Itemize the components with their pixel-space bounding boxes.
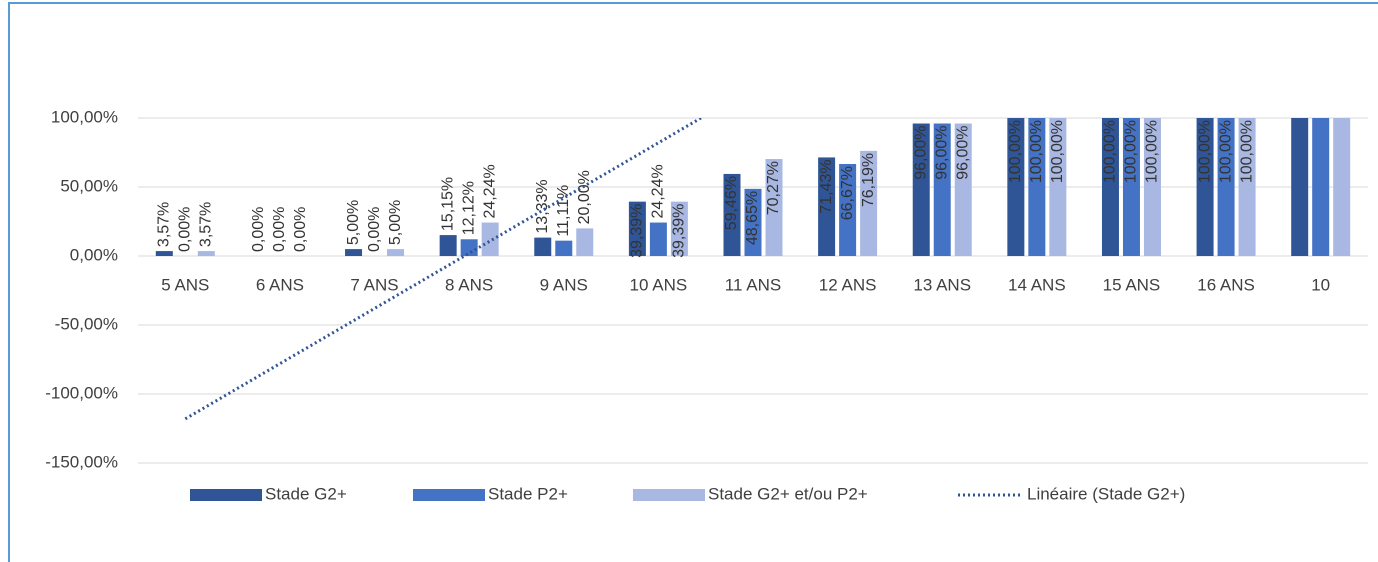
data-label: 0,00%: [292, 207, 309, 252]
bar: [155, 251, 173, 256]
data-label: 3,57%: [156, 202, 173, 247]
data-label: 70,27%: [765, 161, 782, 215]
x-tick-label: 5 ANS: [161, 275, 209, 294]
data-label: 100,00%: [1028, 120, 1045, 183]
data-label: 5,00%: [345, 200, 362, 245]
y-tick-label: 100,00%: [51, 107, 118, 126]
data-label: 13,33%: [534, 179, 551, 233]
bar: [481, 222, 499, 256]
y-tick-label: -150,00%: [45, 452, 118, 471]
legend-label: Stade G2+ et/ou P2+: [708, 484, 868, 503]
data-label: 15,15%: [439, 177, 456, 231]
bar: [534, 237, 552, 256]
x-tick-label: 6 ANS: [256, 275, 304, 294]
bar: [1007, 118, 1025, 256]
data-label: 100,00%: [1144, 120, 1161, 183]
data-label: 0,00%: [366, 207, 383, 252]
bar: [723, 173, 741, 256]
bar: [1291, 118, 1309, 256]
data-label: 5,00%: [387, 200, 404, 245]
x-tick-label: 7 ANS: [350, 275, 398, 294]
bar: [1312, 118, 1330, 256]
data-label: 100,00%: [1238, 120, 1255, 183]
bar: [818, 157, 836, 256]
bar: [1217, 118, 1235, 256]
x-tick-label: 13 ANS: [913, 275, 971, 294]
bar: [555, 240, 573, 256]
data-label: 96,00%: [954, 126, 971, 180]
bar: [1143, 118, 1161, 256]
legend-swatch: [633, 489, 705, 501]
data-label: 12,12%: [460, 181, 477, 235]
bar: [1196, 118, 1214, 256]
frame: [8, 2, 1378, 562]
data-label: 100,00%: [1217, 120, 1234, 183]
x-tick-label: 15 ANS: [1103, 275, 1161, 294]
bar: [387, 249, 405, 256]
data-label: 39,39%: [671, 204, 688, 258]
x-tick-label: 16 ANS: [1197, 275, 1255, 294]
data-label: 100,00%: [1007, 120, 1024, 183]
bar: [670, 201, 688, 256]
bar: [345, 249, 363, 256]
legend-label: Stade G2+: [265, 484, 347, 503]
data-label: 96,00%: [912, 126, 929, 180]
bar: [1028, 118, 1046, 256]
y-tick-label: 50,00%: [60, 176, 118, 195]
data-label: 3,57%: [198, 202, 215, 247]
legend-label: Linéaire (Stade G2+): [1027, 484, 1185, 503]
x-tick-label: 10 ANS: [630, 275, 688, 294]
bar: [649, 222, 667, 256]
data-label: 0,00%: [271, 207, 288, 252]
x-tick-label: 11 ANS: [725, 275, 781, 294]
bar: [1238, 118, 1256, 256]
bar: [439, 235, 457, 256]
data-label: 96,00%: [933, 126, 950, 180]
bar: [839, 163, 857, 256]
y-tick-label: -100,00%: [45, 383, 118, 402]
data-label: 100,00%: [1049, 120, 1066, 183]
bar: [1122, 118, 1140, 256]
data-label: 0,00%: [250, 207, 267, 252]
data-label: 24,24%: [650, 164, 667, 218]
bar: [1101, 118, 1119, 256]
bar: [1333, 118, 1351, 256]
x-tick-label: 9 ANS: [540, 275, 588, 294]
bar: [912, 123, 930, 257]
y-tick-label: 0,00%: [70, 245, 118, 264]
legend-label: Stade P2+: [488, 484, 568, 503]
bar: [628, 201, 646, 256]
data-label: 0,00%: [177, 207, 194, 252]
bar: [860, 150, 878, 256]
legend-swatch: [413, 489, 485, 501]
bar: [460, 239, 478, 256]
legend-swatch: [190, 489, 262, 501]
data-label: 59,46%: [723, 176, 740, 230]
y-tick-label: -50,00%: [55, 314, 118, 333]
data-label: 20,00%: [576, 170, 593, 224]
x-tick-label: 10: [1311, 275, 1330, 294]
data-label: 24,24%: [481, 164, 498, 218]
data-label: 76,19%: [860, 153, 877, 207]
data-label: 100,00%: [1196, 120, 1213, 183]
bar: [954, 123, 972, 257]
data-label: 100,00%: [1102, 120, 1119, 183]
x-tick-label: 14 ANS: [1008, 275, 1066, 294]
data-label: 100,00%: [1123, 120, 1140, 183]
data-label: 39,39%: [629, 204, 646, 258]
data-label: 66,67%: [839, 166, 856, 220]
bar: [765, 159, 783, 256]
data-label: 71,43%: [818, 159, 835, 213]
x-tick-label: 8 ANS: [445, 275, 493, 294]
bar: [744, 188, 762, 256]
data-label: 48,65%: [744, 191, 761, 245]
bar: [1049, 118, 1067, 256]
x-tick-label: 12 ANS: [819, 275, 877, 294]
bar: [576, 228, 594, 256]
bar: [933, 123, 951, 257]
data-label: 11,11%: [555, 185, 572, 237]
bar: [197, 251, 215, 256]
